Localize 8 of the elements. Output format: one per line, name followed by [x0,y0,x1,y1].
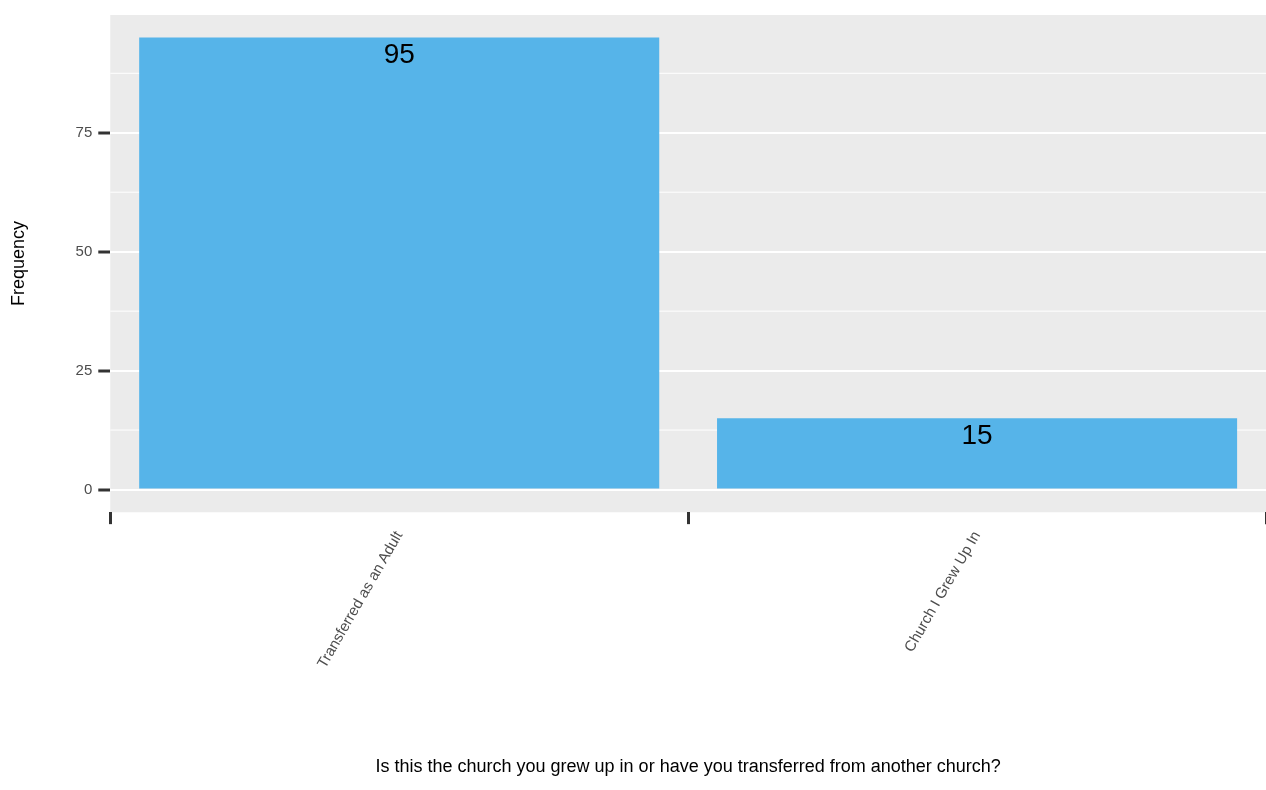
y-tick-label: 0 [83,479,93,497]
y-tick-label: 75 [75,122,93,140]
y-tick-label: 25 [75,360,93,378]
x-axis-title: Is this the church you grew up in or have you transferred from another church? [375,756,1001,777]
y-tick-label: 50 [75,241,93,259]
y-axis-title: Frequency [7,221,28,307]
data-label: 95 [383,38,415,70]
data-label: 15 [961,418,993,450]
